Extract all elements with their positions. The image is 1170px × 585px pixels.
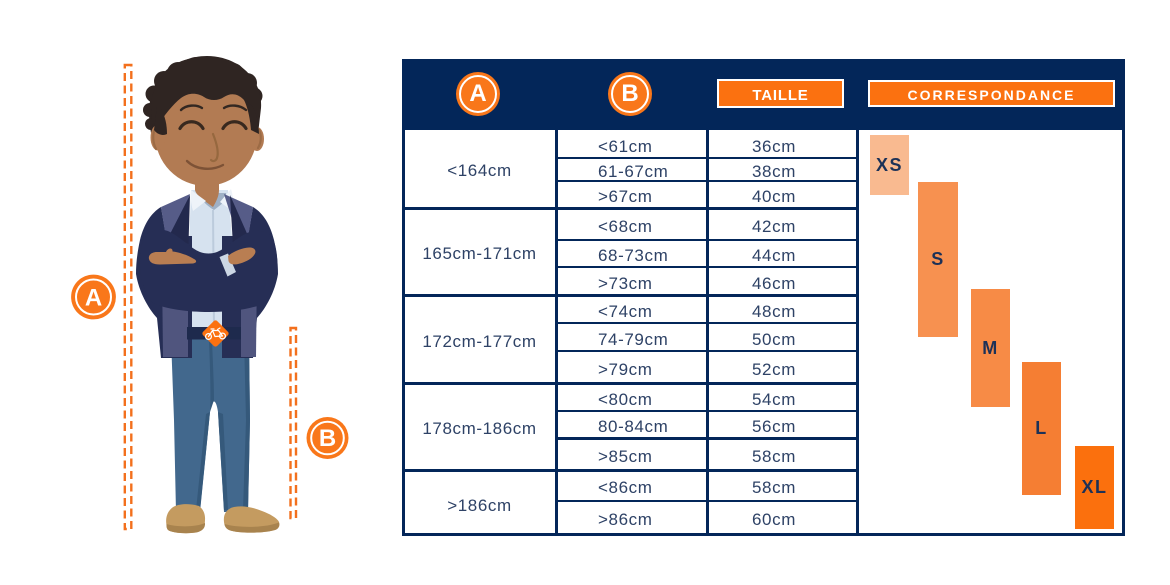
svg-text:A: A (85, 285, 102, 312)
svg-text:B: B (319, 425, 336, 452)
